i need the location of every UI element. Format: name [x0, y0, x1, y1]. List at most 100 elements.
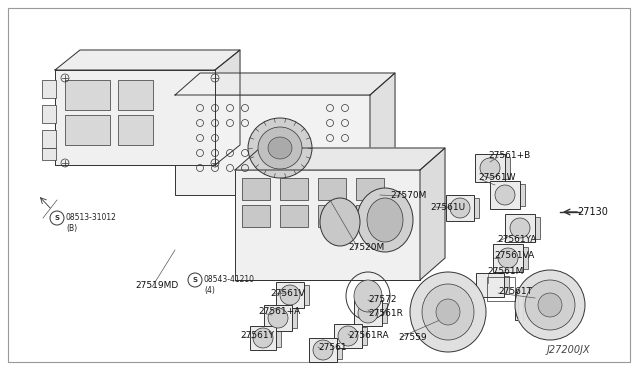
Text: 08543-41210: 08543-41210 [204, 276, 255, 285]
Ellipse shape [268, 308, 288, 328]
Ellipse shape [357, 188, 413, 252]
Bar [356, 178, 384, 200]
Bar [318, 178, 346, 200]
Bar [55, 70, 215, 165]
Ellipse shape [358, 303, 378, 323]
Text: 27561T: 27561T [498, 288, 532, 296]
Ellipse shape [410, 272, 486, 352]
Ellipse shape [268, 137, 292, 159]
Text: S: S [54, 215, 60, 221]
Text: 27561VA: 27561VA [494, 251, 534, 260]
Bar [475, 154, 505, 182]
Text: S: S [193, 277, 198, 283]
Ellipse shape [480, 158, 500, 178]
Bar [276, 282, 304, 308]
Bar [318, 205, 346, 227]
Bar [276, 329, 281, 347]
Bar [242, 178, 270, 200]
Bar [504, 276, 509, 294]
Bar [235, 170, 420, 280]
Ellipse shape [367, 198, 403, 242]
Text: 27561V: 27561V [270, 289, 305, 298]
Text: 27561+A: 27561+A [258, 308, 300, 317]
Bar [65, 80, 110, 110]
Bar [535, 217, 540, 239]
Ellipse shape [253, 328, 273, 348]
Bar [334, 324, 362, 348]
Bar [356, 205, 384, 227]
Ellipse shape [515, 270, 585, 340]
Bar [175, 95, 370, 195]
Text: 27561U: 27561U [430, 202, 465, 212]
Ellipse shape [280, 285, 300, 305]
Bar [487, 277, 515, 301]
Bar [292, 308, 297, 328]
Ellipse shape [450, 198, 470, 218]
Text: 27561: 27561 [318, 343, 347, 353]
Text: 27561M: 27561M [487, 267, 524, 276]
Bar [523, 247, 528, 269]
Ellipse shape [498, 248, 518, 268]
Bar [515, 292, 550, 320]
Bar [304, 285, 309, 305]
Polygon shape [175, 73, 395, 95]
Bar [65, 115, 110, 145]
Bar [309, 338, 337, 362]
Bar [493, 244, 523, 272]
Bar [362, 327, 367, 345]
Ellipse shape [510, 218, 530, 238]
Text: 27561+B: 27561+B [488, 151, 531, 160]
Bar [446, 195, 474, 221]
Ellipse shape [436, 299, 460, 325]
Ellipse shape [248, 118, 312, 178]
Text: 27561RA: 27561RA [348, 330, 388, 340]
Bar [280, 178, 308, 200]
Polygon shape [215, 50, 240, 165]
Text: 27561Y: 27561Y [240, 330, 274, 340]
Bar [382, 303, 387, 323]
Bar [42, 80, 56, 98]
Ellipse shape [422, 284, 474, 340]
Text: (4): (4) [204, 285, 215, 295]
Ellipse shape [258, 127, 302, 169]
Polygon shape [370, 73, 395, 195]
Bar [337, 341, 342, 359]
Bar [505, 157, 510, 179]
Text: 27519MD: 27519MD [135, 280, 179, 289]
Bar [118, 80, 153, 110]
Text: (B): (B) [66, 224, 77, 232]
Text: 27572: 27572 [368, 295, 397, 305]
Bar [118, 115, 153, 145]
Ellipse shape [538, 293, 562, 317]
Text: J27200JX: J27200JX [547, 345, 590, 355]
Ellipse shape [354, 280, 382, 312]
Bar [354, 300, 382, 326]
Bar [42, 130, 56, 148]
Bar [42, 105, 56, 123]
Text: 27561W: 27561W [478, 173, 515, 183]
Bar [264, 305, 292, 331]
Polygon shape [420, 148, 445, 280]
Bar [505, 214, 535, 242]
Bar [250, 326, 276, 350]
Ellipse shape [495, 185, 515, 205]
Bar [280, 205, 308, 227]
Text: 27561R: 27561R [368, 308, 403, 317]
Polygon shape [55, 50, 240, 70]
Text: 27570M: 27570M [390, 192, 426, 201]
Ellipse shape [338, 326, 358, 346]
Text: 27561YA: 27561YA [497, 235, 536, 244]
Text: 08513-31012: 08513-31012 [66, 214, 117, 222]
Bar [490, 181, 520, 209]
Text: 27559: 27559 [398, 333, 427, 341]
Bar [242, 205, 270, 227]
Polygon shape [235, 148, 445, 170]
Text: 27520M: 27520M [348, 244, 384, 253]
Bar [520, 184, 525, 206]
Bar [42, 148, 56, 160]
Ellipse shape [525, 280, 575, 330]
Bar [476, 273, 504, 297]
Bar [474, 198, 479, 218]
Ellipse shape [313, 340, 333, 360]
Text: 27130: 27130 [577, 207, 608, 217]
